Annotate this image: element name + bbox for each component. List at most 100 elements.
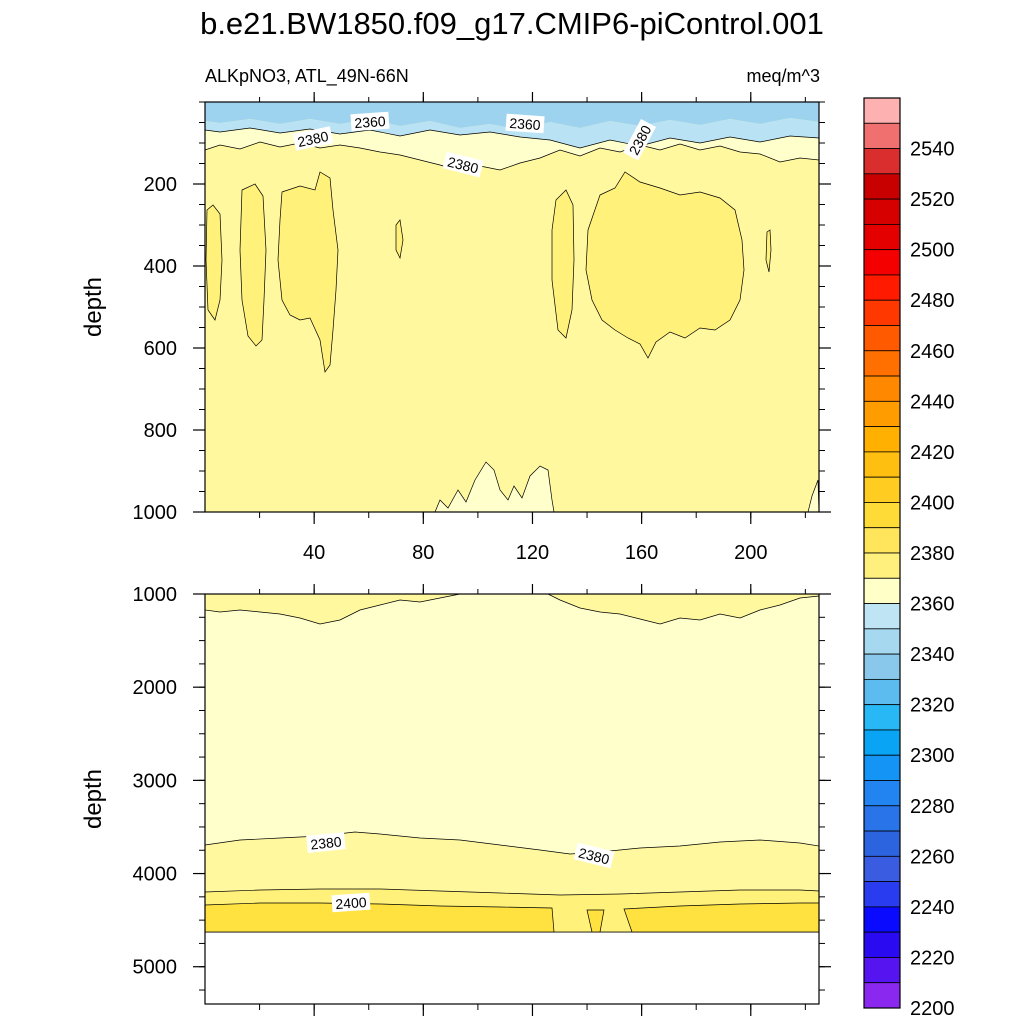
colorbar-swatch [863, 577, 901, 604]
colorbar-swatch [863, 754, 901, 781]
x-tick-label: 40 [303, 542, 325, 564]
colorbar-swatch [863, 198, 901, 225]
contour-label-bg [623, 118, 656, 161]
contour-label-bg [331, 892, 371, 913]
colorbar-swatch [863, 375, 901, 402]
y-tick-label: 4000 [133, 864, 178, 886]
colorbar-swatch [863, 704, 901, 731]
colorbar-label: 2200 [910, 998, 955, 1020]
top-contour-label: 2360 [505, 113, 545, 134]
colorbar-label: 2280 [910, 796, 955, 818]
colorbar-label: 2360 [910, 594, 955, 616]
top-blob-2390-e [551, 189, 575, 339]
y-tick-label: 3000 [133, 770, 178, 792]
colorbar-label: 2460 [910, 341, 955, 363]
colorbar-label: 2540 [910, 139, 955, 161]
colorbar-swatch [863, 855, 901, 883]
x-tick-label: 160 [625, 542, 658, 564]
colorbar-label: 2440 [910, 391, 955, 413]
colorbar-label: 2240 [910, 897, 955, 919]
colorbar-swatch [863, 451, 901, 478]
colorbar-swatch [863, 906, 901, 933]
colorbar-frame [863, 97, 901, 1009]
contour-label-bg [573, 842, 615, 869]
colorbar-swatch [863, 148, 901, 175]
colorbar-swatch [863, 527, 901, 554]
contour-label-text: 2360 [354, 113, 386, 131]
top-blob-2390-f [585, 171, 745, 359]
contour-label-text: 2380 [310, 833, 343, 852]
colorbar-swatch [863, 426, 901, 453]
top-blob-2390-a [205, 204, 223, 321]
contour-label-bg [505, 113, 545, 134]
colorbar-swatch [863, 678, 901, 706]
colorbar-label: 2400 [910, 492, 955, 514]
top-contour-label: 2360 [350, 111, 390, 132]
y-tick-label: 400 [144, 256, 177, 278]
variable-label: ALKpNO3, ATL_49N-66N [205, 66, 409, 87]
colorbar-label: 2300 [910, 745, 955, 767]
top-blob-2390-c [277, 171, 339, 373]
bottom-deep-2400 [204, 902, 555, 933]
colorbar-swatch [863, 805, 901, 832]
colorbar-swatch [863, 122, 901, 149]
x-tick-label: 200 [734, 542, 767, 564]
units-label: meq/m^3 [747, 66, 820, 86]
colorbar-label: 2380 [910, 543, 955, 565]
colorbar-swatch [863, 476, 901, 503]
top-blob-2390-b [239, 183, 267, 347]
colorbar-swatch [863, 223, 901, 251]
colorbar: 2540 2520 2500 2480 2460 2440 2420 2400 2380 2360… [863, 97, 955, 1020]
contour-label-text: 2400 [335, 894, 367, 912]
y-tick-label: 600 [144, 338, 177, 360]
y-axis-label: depth [80, 769, 107, 829]
top-blob-2390-g [765, 229, 772, 273]
colorbar-swatch [863, 957, 901, 984]
colorbar-swatch [863, 653, 901, 680]
colorbar-label: 2260 [910, 846, 955, 868]
colorbar-swatch [863, 400, 901, 428]
top-contour-label: 2380 [442, 151, 484, 178]
colorbar-swatch [863, 299, 901, 326]
colorbar-label: 2320 [910, 695, 955, 717]
x-tick-label: 120 [516, 542, 549, 564]
colorbar-swatch [863, 249, 901, 276]
bottom-panel: 2380 2380 2400 1000 2000 3000 4000 5000 depth [80, 584, 831, 1016]
colorbar-swatch [863, 552, 901, 579]
bottom-top-2380 [204, 593, 820, 625]
x-tick-label: 80 [412, 542, 434, 564]
bottom-contour-label: 2380 [306, 832, 346, 853]
bottom-deep-2400-mid [586, 909, 605, 933]
colorbar-label: 2520 [910, 189, 955, 211]
colorbar-swatch [863, 830, 901, 857]
colorbar-label: 2220 [910, 947, 955, 969]
y-tick-label: 1000 [133, 502, 178, 524]
top-contour-label: 2380 [292, 126, 334, 151]
bottom-contour-label: 2400 [331, 892, 371, 913]
y-tick-label: 1000 [133, 584, 178, 606]
bottom-deep-2400-right [623, 902, 820, 933]
contour-label-text: 2380 [296, 128, 330, 150]
colorbar-label: 2500 [910, 240, 955, 262]
colorbar-swatch [863, 325, 901, 352]
colorbar-swatch [863, 173, 901, 200]
top-blob-2390-d [395, 219, 404, 260]
top-band-2370 [204, 127, 820, 172]
contour-label-bg [292, 126, 334, 151]
colorbar-swatch [863, 274, 901, 301]
bottom-contour-label: 2380 [573, 842, 615, 869]
y-tick-label: 200 [144, 174, 177, 196]
colorbar-swatch [863, 729, 901, 756]
y-axis-label: depth [80, 277, 107, 337]
contour-label-text: 2380 [577, 844, 611, 867]
contour-label-text: 2380 [446, 153, 480, 176]
top-bottom-2370 [434, 461, 555, 513]
colorbar-swatch [863, 881, 901, 908]
contour-label-bg [306, 832, 346, 853]
colorbar-swatch [863, 350, 901, 377]
contour-label-text: 2360 [509, 115, 541, 133]
bottom-plot-frame [204, 593, 820, 1005]
contour-label-bg [350, 111, 390, 132]
